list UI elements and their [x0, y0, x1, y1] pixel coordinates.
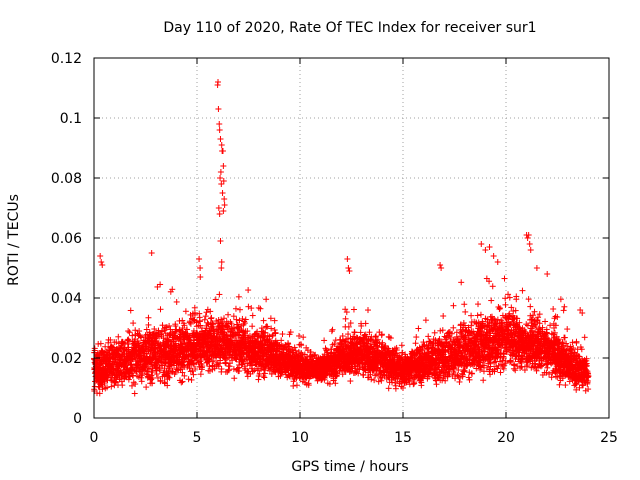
- data-point: [107, 376, 114, 383]
- data-point: [104, 384, 111, 391]
- data-point: [126, 329, 133, 336]
- data-point: [107, 336, 114, 343]
- data-point: [97, 340, 104, 347]
- data-point: [119, 382, 126, 389]
- data-point: [113, 339, 120, 346]
- data-point: [112, 378, 119, 385]
- data-point: [96, 390, 103, 397]
- data-point: [127, 307, 134, 314]
- data-point: [116, 348, 123, 355]
- data-points: [91, 79, 592, 397]
- data-point: [108, 383, 115, 390]
- data-point: [101, 380, 108, 387]
- data-point: [115, 333, 122, 340]
- data-point: [125, 376, 132, 383]
- data-point: [125, 328, 132, 335]
- data-point: [102, 343, 109, 350]
- data-point: [91, 347, 98, 354]
- data-point: [125, 337, 132, 344]
